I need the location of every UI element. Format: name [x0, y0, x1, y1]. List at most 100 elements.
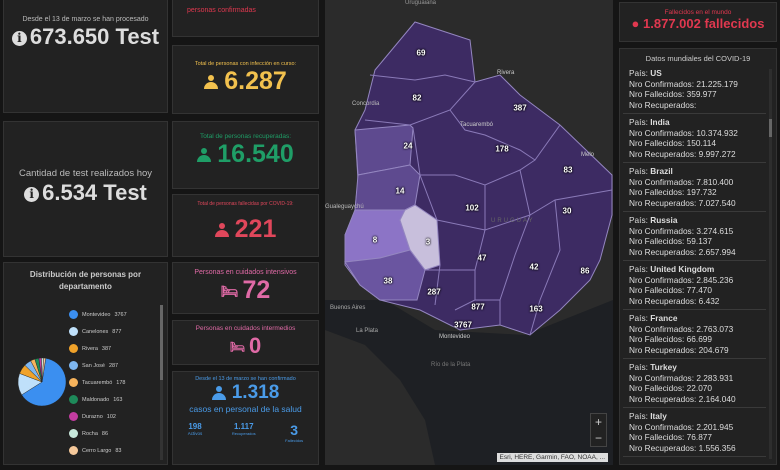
department-count-label[interactable]: 24 — [403, 141, 413, 151]
country-item[interactable]: País: Turkey Nro Confirmados: 2.283.931 Nr… — [623, 359, 766, 408]
country-deaths-row: Nro Fallecidos: 66.699 — [629, 334, 760, 345]
deaths-label: Nro Fallecidos: — [629, 383, 685, 393]
recovered-value: 7.027.540 — [698, 197, 736, 208]
recovered-label: Nro Recuperados: — [629, 197, 697, 208]
department-count-label[interactable]: 178 — [495, 144, 509, 154]
zoom-out-button[interactable]: − — [594, 431, 602, 445]
name-value: Spain — [650, 460, 673, 462]
department-count-label[interactable]: 42 — [529, 262, 539, 272]
name-value: Brazil — [650, 166, 673, 176]
recovered-value: 204.679 — [698, 344, 729, 355]
department-count-label[interactable]: 8 — [372, 235, 378, 245]
legend-value: 3767 — [114, 311, 127, 318]
department-count-label[interactable]: 287 — [427, 287, 441, 297]
country-item[interactable]: País: Russia Nro Confirmados: 3.274.615 Nr… — [623, 212, 766, 261]
department-count-label[interactable]: 387 — [513, 103, 527, 113]
department-count-label[interactable]: 82 — [412, 93, 422, 103]
legend-item[interactable]: Montevideo 3767 — [69, 306, 159, 323]
legend-label: Maldonado — [82, 396, 110, 403]
name-value: Russia — [650, 215, 678, 225]
legend-item[interactable]: Tacuarembó 178 — [69, 374, 159, 391]
country-list-scrollbar[interactable] — [769, 69, 772, 459]
country-confirmed-row: Nro Confirmados: 2.283.931 — [629, 373, 760, 384]
department-count-label[interactable]: 14 — [395, 186, 405, 196]
world-deaths-card: Fallecidos en el mundo ● 1.877.002 falle… — [619, 2, 777, 42]
country-name-row: País: Turkey — [629, 362, 760, 373]
legend-value: 86 — [101, 430, 109, 437]
country-recovered-row: Nro Recuperados: 9.997.272 — [629, 149, 760, 160]
department-count-label[interactable]: 47 — [477, 253, 487, 263]
country-name-row: País: Italy — [629, 411, 760, 422]
legend-item[interactable]: Maldonado 163 — [69, 391, 159, 408]
department-count-label[interactable]: 163 — [529, 304, 543, 314]
name-value: Turkey — [650, 362, 677, 372]
department-count-label[interactable]: 30 — [562, 206, 572, 216]
country-item[interactable]: País: Italy Nro Confirmados: 2.201.945 Nro… — [623, 408, 766, 457]
map[interactable]: 69 82 387 24 178 83 14 102 30 8 3 47 42 86 38 287 877 163… — [325, 0, 613, 465]
country-item[interactable]: País: US Nro Confirmados: 21.225.179 Nro F… — [623, 65, 766, 114]
legend-item[interactable]: Rocha 86 — [69, 425, 159, 442]
country-deaths-row: Nro Fallecidos: 150.114 — [629, 138, 760, 149]
department-count-label[interactable]: 877 — [471, 302, 485, 312]
name-value: United Kingdom — [650, 264, 715, 274]
recovered-value: 2.164.040 — [698, 393, 736, 404]
map-place-label: Tacuarembó — [460, 122, 494, 128]
recovered-label: Nro Recuperados: — [629, 99, 697, 110]
department-count-label[interactable]: 83 — [563, 165, 573, 175]
active-card: Total de personas con infección en curso… — [172, 45, 319, 114]
legend-item[interactable]: Canelones 877 — [69, 323, 159, 340]
confirmed-value: 3.274.615 — [696, 225, 734, 236]
zoom-in-button[interactable]: + — [594, 415, 602, 429]
active-value: 6.287 — [224, 67, 287, 95]
country-recovered-row: Nro Recuperados: 204.679 — [629, 345, 760, 356]
legend-scrollbar[interactable] — [160, 305, 163, 460]
country-recovered-row: Nro Recuperados: 1.556.356 — [629, 443, 760, 454]
country-deaths-row: Nro Fallecidos: 59.137 — [629, 236, 760, 247]
legend-item[interactable]: Durazno 102 — [69, 408, 159, 425]
confirmed-card: personas confirmadas — [172, 0, 319, 37]
department-count-label[interactable]: 3767 — [454, 320, 472, 330]
legend-swatch — [69, 327, 78, 336]
map-place-label: Río de la Plata — [431, 362, 471, 368]
world-deaths-value: 1.877.002 fallecidos — [643, 16, 765, 31]
country-item[interactable]: País: France Nro Confirmados: 2.763.073 Nr… — [623, 310, 766, 359]
country-item[interactable]: País: Brazil Nro Confirmados: 7.810.400 Nr… — [623, 163, 766, 212]
country-item[interactable]: País: United Kingdom Nro Confirmados: 2.8… — [623, 261, 766, 310]
health-label: Desde el 13 de marzo se han confirmado — [195, 376, 296, 382]
department-count-label[interactable]: 38 — [383, 276, 393, 286]
legend-swatch — [69, 429, 78, 438]
deaths-value: 76.877 — [686, 432, 713, 442]
legend-item[interactable]: San José 287 — [69, 357, 159, 374]
legend-item[interactable]: Cerro Largo 83 — [69, 442, 159, 459]
country-list[interactable]: País: US Nro Confirmados: 21.225.179 Nro F… — [623, 65, 766, 462]
country-name-row: País: India — [629, 117, 760, 128]
legend-label: Durazno — [82, 413, 103, 420]
legend-swatch — [69, 344, 78, 353]
department-count-label[interactable]: 69 — [416, 48, 426, 58]
legend-label: Tacuarembó — [82, 379, 113, 386]
map-place-label: Gualeguaychú — [325, 204, 364, 210]
country-name-row: País: US — [629, 68, 760, 79]
country-name-row: País: Russia — [629, 215, 760, 226]
department-count-label[interactable]: 86 — [580, 266, 590, 276]
deaths-label: Nro Fallecidos: — [629, 285, 685, 295]
name-label: País: — [629, 313, 648, 323]
map-place-label: Rivera — [497, 70, 515, 76]
recovered-label: Nro Recuperados: — [629, 148, 697, 159]
country-name-row: País: Spain — [629, 460, 760, 462]
country-item[interactable]: País: SpainNro Confirmados: 1.982.544 — [623, 457, 766, 462]
pie-slice-montevideo[interactable] — [21, 358, 67, 407]
map-place-label: Concordia — [352, 101, 380, 107]
country-item[interactable]: País: India Nro Confirmados: 10.374.932 Nr… — [623, 114, 766, 163]
health-active: 198 Activos — [187, 422, 203, 436]
recovered-card: Total de personas recuperadas: 16.540 — [172, 121, 319, 189]
pie-chart — [17, 357, 67, 407]
pie-slice-cerro-largo[interactable] — [41, 357, 46, 383]
country-deaths-row: Nro Fallecidos: 197.732 — [629, 187, 760, 198]
legend-label: Rocha — [82, 430, 98, 437]
legend-item[interactable]: Rivera 387 — [69, 340, 159, 357]
department-count-label[interactable]: 102 — [465, 203, 479, 213]
confirmed-label: Nro Confirmados: — [629, 225, 695, 236]
department-count-label[interactable]: 3 — [425, 237, 431, 247]
